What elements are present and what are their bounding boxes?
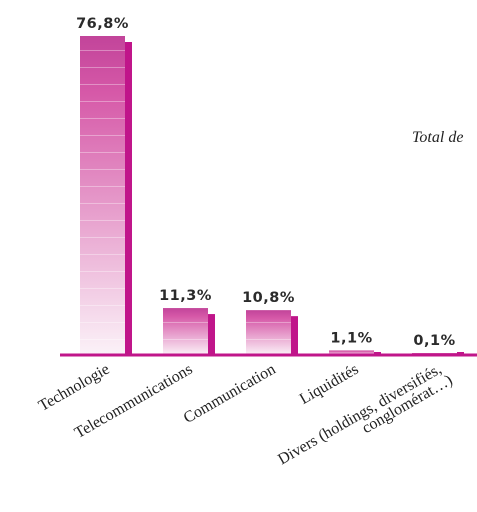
- data-label: 76,8%: [76, 16, 129, 32]
- category-label-line: Divers (holdings, diversifiés,: [275, 361, 444, 469]
- bar-stripes: [246, 310, 291, 355]
- bar-stripes: [80, 36, 125, 355]
- bar: [329, 350, 374, 355]
- annotation-text: Total de: [412, 129, 463, 146]
- bar-shadow: [208, 314, 215, 355]
- category-label: Technologie: [36, 361, 113, 415]
- data-label: 10,8%: [242, 290, 295, 306]
- category-label: Divers (holdings, diversifiés,congloméra…: [275, 359, 455, 482]
- category-label-line: Liquidités: [297, 361, 362, 408]
- category-label-line: Communication: [181, 361, 279, 427]
- bar-shadow: [125, 42, 132, 355]
- data-label: 11,3%: [159, 288, 212, 304]
- bar-stripes: [163, 308, 208, 355]
- category-label: Communication: [181, 361, 279, 427]
- data-label: 1,1%: [330, 330, 372, 346]
- category-label: Liquidités: [297, 361, 362, 408]
- category-label-line: Technologie: [36, 361, 113, 415]
- data-label: 0,1%: [413, 333, 455, 349]
- bar-shadow: [291, 316, 298, 355]
